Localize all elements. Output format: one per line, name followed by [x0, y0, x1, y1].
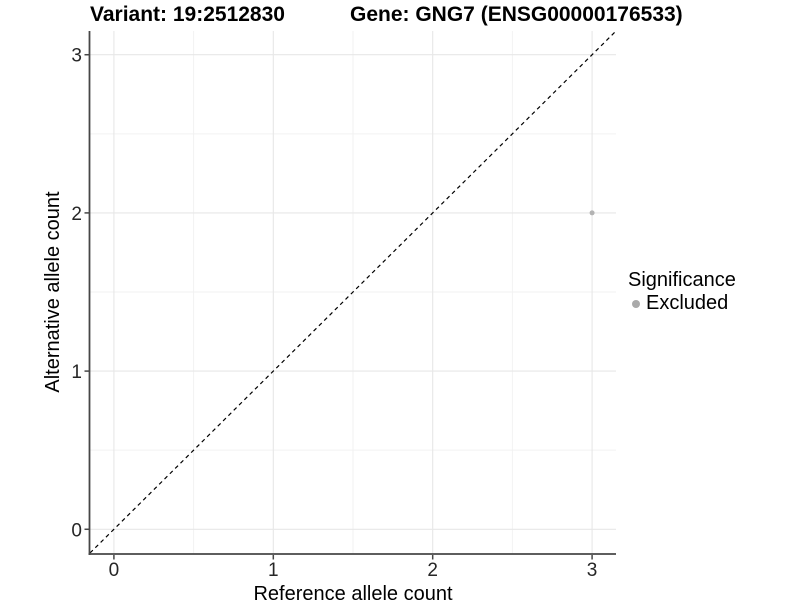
- y-tick-label: 0: [71, 520, 82, 541]
- y-tick-label: 2: [71, 204, 82, 225]
- x-axis-tick-labels: 0 1 2 3: [109, 560, 598, 581]
- y-tick-label: 1: [71, 362, 82, 383]
- y-tick-label: 3: [71, 46, 82, 67]
- gene-title: Gene: GNG7 (ENSG00000176533): [350, 3, 683, 26]
- x-tick-label: 2: [427, 560, 438, 581]
- legend-item-excluded: Excluded: [632, 293, 736, 314]
- variant-title: Variant: 19:2512830: [90, 3, 285, 26]
- x-tick-label: 1: [268, 560, 279, 581]
- legend-items: Excluded: [628, 293, 736, 314]
- data-point: [589, 210, 595, 216]
- axis-ticks: [84, 53, 593, 560]
- legend-item-label: Excluded: [646, 292, 729, 314]
- x-tick-label: 0: [109, 560, 120, 581]
- excluded-point-swatch-icon: [632, 299, 640, 308]
- data-points: [589, 210, 595, 216]
- x-axis-title: Reference allele count: [253, 583, 453, 600]
- legend: Significance Excluded: [628, 270, 736, 314]
- legend-title: Significance: [628, 269, 736, 291]
- x-tick-label: 3: [587, 560, 598, 581]
- y-axis-tick-labels: 0 1 2 3: [71, 46, 82, 542]
- grid-major: [90, 31, 616, 553]
- identity-line: [89, 30, 617, 554]
